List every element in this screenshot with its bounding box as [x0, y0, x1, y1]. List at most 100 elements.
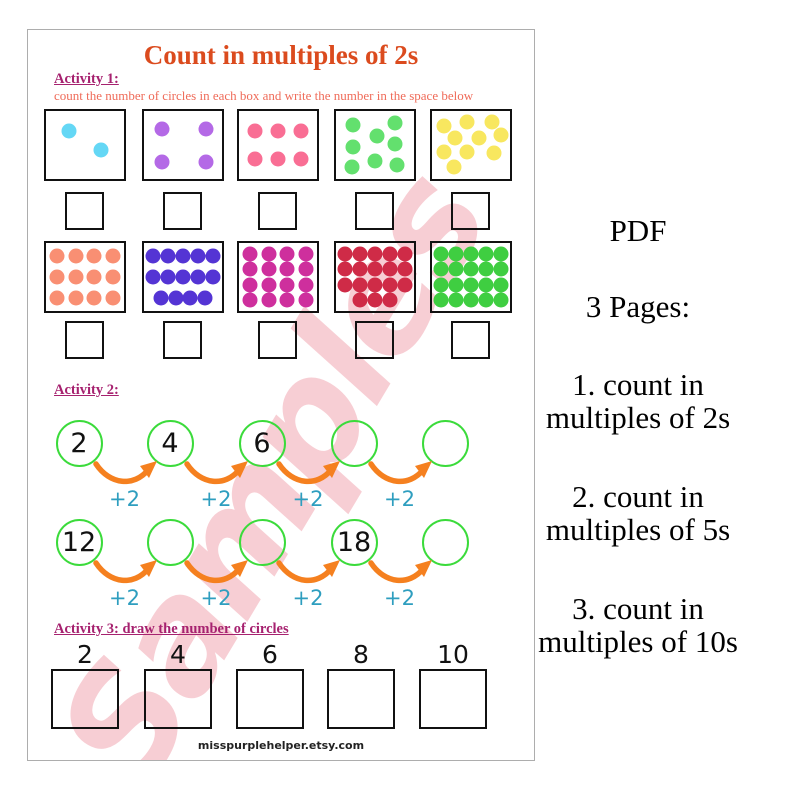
dot [86, 269, 102, 285]
dot [198, 154, 214, 170]
dot [484, 114, 500, 130]
dot [261, 246, 277, 262]
dot [478, 261, 494, 277]
dot [270, 151, 286, 167]
dot [433, 246, 449, 262]
dot [145, 248, 161, 264]
dot-box [430, 241, 512, 313]
dot [279, 261, 295, 277]
dot-box [334, 241, 416, 313]
answer-box [355, 192, 394, 230]
target-number: 2 [77, 640, 93, 669]
target-number: 8 [353, 640, 369, 669]
dot [279, 292, 295, 308]
dot [242, 277, 258, 293]
dot [154, 121, 170, 137]
side-panel-text: 3. count in multiples of 10s [538, 591, 738, 659]
dot [247, 123, 263, 139]
target-number: 6 [262, 640, 278, 669]
dot [242, 292, 258, 308]
dot [367, 277, 383, 293]
dot [175, 248, 191, 264]
plus2-arrow-icon [90, 558, 160, 588]
plus2-label: +2 [109, 586, 140, 610]
dot [49, 269, 65, 285]
dot [175, 269, 191, 285]
dot [471, 130, 487, 146]
number-circle: 6 [238, 419, 286, 467]
plus2-label: +2 [384, 487, 415, 511]
plus2-label: +2 [384, 586, 415, 610]
draw-box [327, 669, 395, 729]
number-circle: 2 [55, 419, 103, 467]
dot-box [142, 241, 224, 313]
dot [352, 277, 368, 293]
dot [61, 123, 77, 139]
dot [486, 145, 502, 161]
side-panel-text: 3 Pages: [585, 289, 691, 324]
number-circle [421, 518, 469, 566]
dot [463, 261, 479, 277]
activity1-heading: Activity 1: [54, 71, 119, 87]
dot [270, 123, 286, 139]
dot [447, 130, 463, 146]
number-circle [330, 419, 378, 467]
dot [397, 246, 413, 262]
dot [105, 290, 121, 306]
dot [49, 290, 65, 306]
dot [459, 114, 475, 130]
worksheet-page: Samples Count in multiples of 2s Activit… [27, 29, 535, 761]
dot [448, 261, 464, 277]
dot [197, 290, 213, 306]
dot [493, 246, 509, 262]
dot [345, 117, 361, 133]
activity2-heading: Activity 2: [54, 382, 119, 398]
dot [478, 292, 494, 308]
plus2-label: +2 [109, 487, 140, 511]
target-number: 10 [437, 640, 469, 669]
dot [463, 292, 479, 308]
dot [190, 248, 206, 264]
dot [493, 292, 509, 308]
dot [478, 277, 494, 293]
answer-box [258, 321, 297, 359]
dot [352, 246, 368, 262]
worksheet-title: Count in multiples of 2s [143, 40, 419, 70]
dot-box [237, 241, 319, 313]
plus2-label: +2 [200, 487, 232, 511]
number-circle [238, 518, 286, 566]
side-panel-text: PDF [609, 213, 667, 248]
side-panel-text: 1. count in multiples of 2s [545, 367, 731, 435]
dot [298, 246, 314, 262]
dot [446, 159, 462, 175]
plus2-arrow-icon [273, 459, 343, 489]
dot [448, 277, 464, 293]
dot [397, 277, 413, 293]
dot [190, 269, 206, 285]
dot [389, 157, 405, 173]
dot [397, 261, 413, 277]
dot-box [44, 109, 126, 181]
side-panel: PDF 3 Pages: 1. count in multiples of 2s 2.… [508, 0, 768, 794]
dot [387, 115, 403, 131]
dot [478, 246, 494, 262]
dot [182, 290, 198, 306]
plus2-arrow-icon [181, 558, 251, 588]
answer-box [451, 321, 490, 359]
answer-box [163, 192, 202, 230]
dot [352, 292, 368, 308]
dot [459, 144, 475, 160]
side-panel-text: 2. count in multiples of 5s [545, 479, 731, 547]
dot [433, 261, 449, 277]
dot [86, 248, 102, 264]
dot [145, 269, 161, 285]
dot-box [430, 109, 512, 181]
dot [205, 248, 221, 264]
plus2-label: +2 [292, 487, 324, 511]
dot [68, 269, 84, 285]
dot [261, 292, 277, 308]
footer-url: misspurplehelper.etsy.com [197, 739, 365, 752]
number-circle: 18 [330, 518, 378, 566]
plus2-arrow-icon [365, 558, 435, 588]
dot [160, 269, 176, 285]
